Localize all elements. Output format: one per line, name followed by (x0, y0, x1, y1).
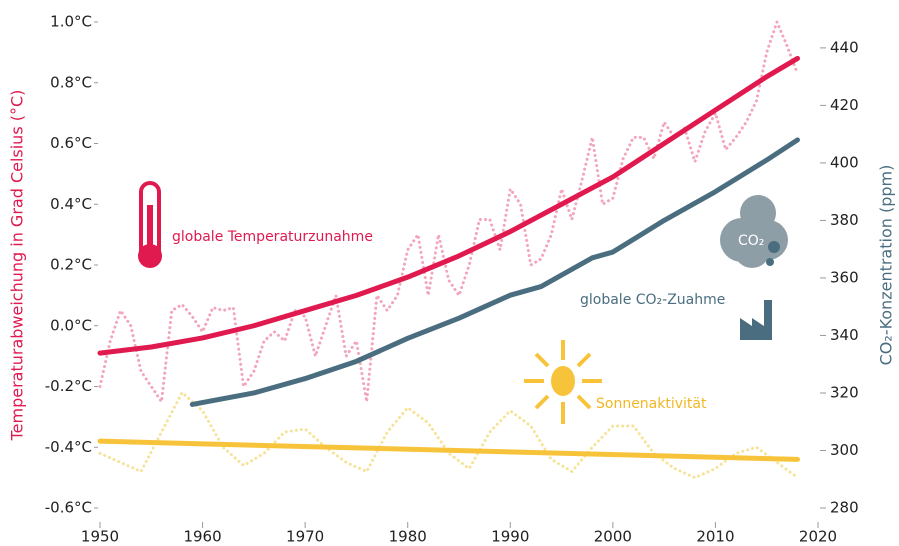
cloud-icon (720, 195, 788, 268)
trend-line (189, 137, 800, 407)
annotation: CO₂ (738, 233, 764, 249)
y2-tick-label: 440 (830, 38, 859, 56)
y-axis-label: Temperaturabweichung in Grad Celsius (°C… (8, 90, 27, 442)
y-tick-label: -0.2°C (45, 377, 92, 395)
sun-icon (524, 340, 602, 424)
x-tick-label: 1970 (286, 528, 324, 546)
thermometer-bulb (138, 244, 162, 268)
y2-tick-label: 280 (830, 499, 859, 517)
y-tick-label: -0.4°C (45, 438, 92, 456)
icons (138, 181, 788, 424)
y2-tick-label: 320 (830, 383, 859, 401)
y-tick-label: 1.0°C (50, 13, 92, 31)
y2-axis-label: CO₂-Konzentration (ppm) (877, 165, 896, 366)
x-tick-label: 1960 (183, 528, 221, 546)
x-tick-label: 2010 (696, 528, 734, 546)
smoke (768, 241, 780, 253)
annotation: globale Temperaturzunahme (172, 229, 373, 245)
x-tick-label: 2020 (799, 528, 837, 546)
y2-tick-label: 400 (830, 153, 859, 171)
factory-icon (740, 300, 772, 340)
dotted-line (98, 391, 799, 480)
x-tick-label: 1950 (81, 528, 119, 546)
annotation: Sonnenaktivität (596, 396, 707, 412)
trend-line (97, 438, 800, 462)
smoke (766, 258, 774, 266)
y2-tick-label: 360 (830, 268, 859, 286)
y2-tick-label: 300 (830, 441, 859, 459)
y-tick-label: 0.2°C (50, 256, 92, 274)
y-tick-label: 0.0°C (50, 316, 92, 334)
y2-tick-label: 420 (830, 96, 859, 114)
sun-core (551, 366, 575, 396)
x-tick-label: 1980 (389, 528, 427, 546)
y2-tick-label: 380 (830, 211, 859, 229)
x-tick-label: 2000 (594, 528, 632, 546)
y-tick-label: 0.8°C (50, 73, 92, 91)
y-tick-label: 0.6°C (50, 134, 92, 152)
y-tick-label: 0.4°C (50, 195, 92, 213)
y-tick-label: -0.6°C (45, 499, 92, 517)
annotation: globale CO₂-Zuahme (580, 292, 725, 308)
dotted-line (98, 20, 799, 404)
thermometer-fill (147, 205, 153, 250)
x-tick-label: 1990 (491, 528, 529, 546)
trend-line (97, 55, 800, 356)
y2-tick-label: 340 (830, 326, 859, 344)
